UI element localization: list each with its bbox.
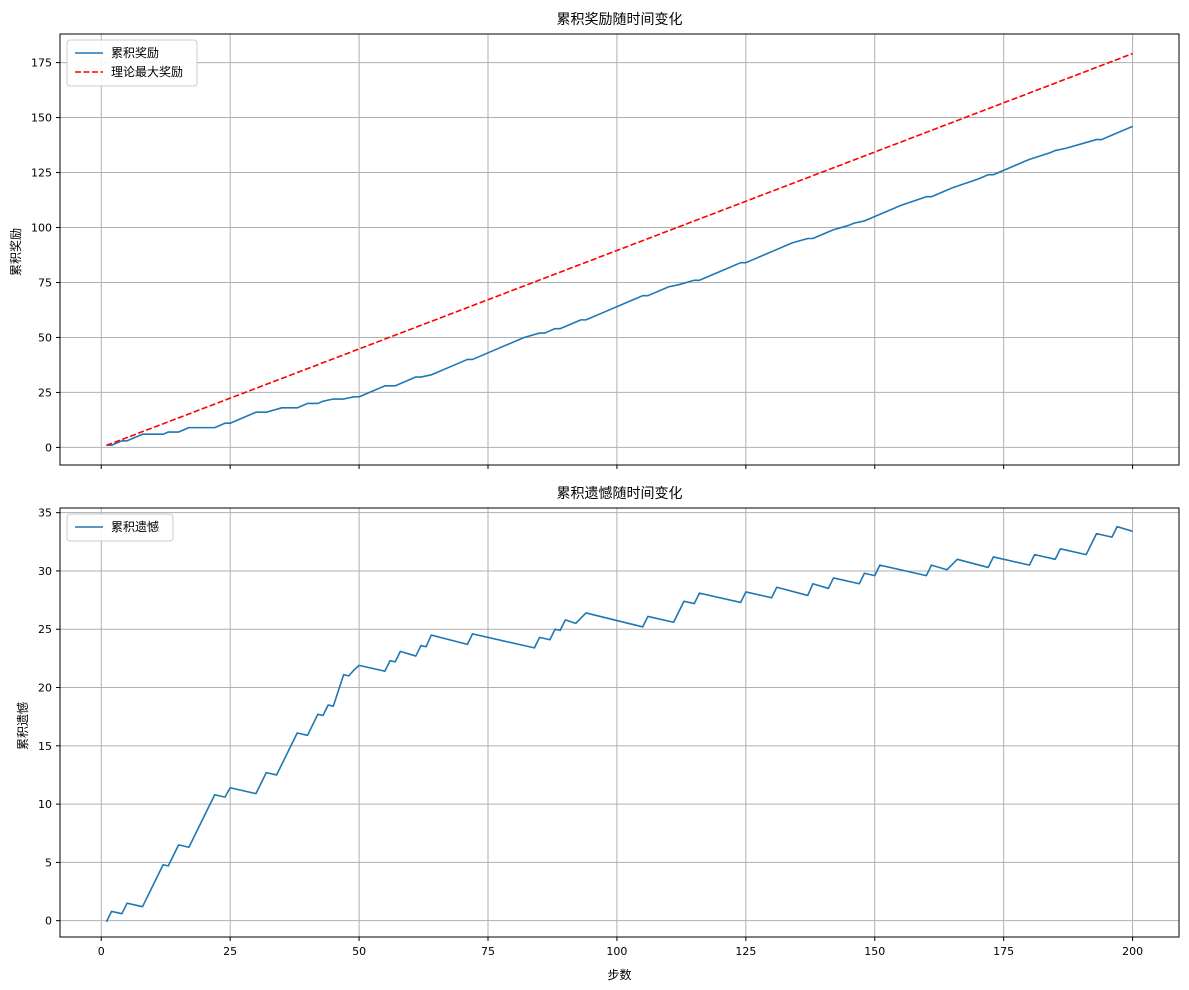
reward-y-tick-label: 25: [38, 386, 52, 399]
regret-axes: [59, 507, 1180, 938]
reward-y-tick-label: 175: [31, 57, 52, 70]
regret-y-tick-label: 5: [45, 856, 52, 869]
regret-x-tick-label: 125: [735, 945, 756, 958]
reward-legend-label-1: 理论最大奖励: [111, 65, 183, 79]
reward-chart-title: 累积奖励随时间变化: [557, 11, 683, 28]
regret-legend-label-0: 累积遗憾: [111, 520, 159, 534]
regret-grid: [60, 508, 1179, 937]
regret-y-tick-label: 30: [38, 565, 52, 578]
regret-y-tick-label: 35: [38, 507, 52, 520]
regret-y-tick-label: 25: [38, 623, 52, 636]
reward-ticks: 0 25 50 75 100 125 150 175: [31, 57, 1134, 469]
reward-y-tick-label: 100: [31, 222, 52, 235]
regret-y-tick-label: 20: [38, 682, 52, 695]
regret-x-tick-label: 50: [352, 945, 366, 958]
regret-legend-box: [66, 513, 174, 542]
regret-x-axis-label: 步数: [607, 967, 631, 982]
reward-series-line-1: [106, 52, 1133, 447]
regret-legend: 累积遗憾: [66, 513, 174, 542]
regret-x-tick-label: 200: [1122, 945, 1143, 958]
regret-y-axis-label: 累积遗憾: [16, 702, 30, 750]
regret-axes-frame: [59, 507, 1180, 938]
regret-y-tick-label: 0: [45, 915, 52, 928]
regret-x-tick-label: 75: [481, 945, 495, 958]
regret-x-tick-label: 175: [993, 945, 1014, 958]
reward-y-tick-label: 0: [45, 441, 52, 454]
reward-legend-label-0: 累积奖励: [111, 46, 159, 60]
regret-chart: 累积遗憾随时间变化 0 25 50 75 100 125 150 175 200 0 5 10 15 20…: [16, 486, 1180, 982]
reward-y-tick-label: 150: [31, 112, 52, 125]
reward-grid: [60, 34, 1179, 465]
reward-y-axis-label: 累积奖励: [9, 228, 23, 276]
reward-y-tick-label: 125: [31, 167, 52, 180]
reward-series-line-0: [106, 125, 1133, 447]
regret-x-tick-label: 25: [223, 945, 237, 958]
regret-y-tick-label: 10: [38, 798, 52, 811]
reward-axes: [59, 33, 1180, 466]
regret-ticks: 0 25 50 75 100 125 150 175 200 0 5 10 15 20 25 30 35: [38, 507, 1143, 958]
reward-axes-frame: [59, 33, 1180, 466]
regret-x-tick-label: 100: [606, 945, 627, 958]
regret-chart-title: 累积遗憾随时间变化: [557, 486, 683, 502]
regret-x-tick-label: 150: [864, 945, 885, 958]
reward-y-tick-label: 75: [38, 276, 52, 289]
regret-series: [105, 525, 1133, 923]
regret-x-tick-label: 0: [98, 945, 105, 958]
reward-legend-box: [66, 39, 198, 87]
regret-series-line-0: [105, 525, 1133, 923]
reward-y-tick-label: 50: [38, 331, 52, 344]
reward-series: [106, 52, 1133, 447]
regret-y-tick-label: 15: [38, 740, 52, 753]
